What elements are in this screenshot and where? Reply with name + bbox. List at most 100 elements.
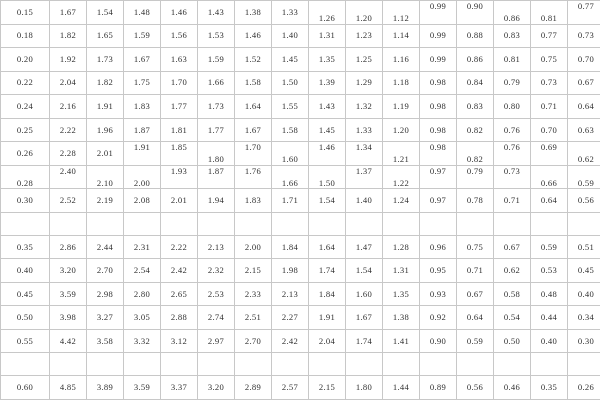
data-cell: 0.51: [567, 234, 600, 260]
data-cell: 2.51: [234, 305, 272, 330]
row-label-cell: 0.30: [0, 188, 50, 213]
data-cell: 0.62: [567, 141, 600, 166]
table-row: 0.20 1.92 1.73 1.67 1.63 1.59 1.52 1.45 1.35 1.25…: [0, 47, 600, 72]
data-cell: 1.74: [345, 328, 383, 354]
table-row: 0.18 1.82 1.65 1.59 1.56 1.53 1.46 1.40 1.31 1.23…: [0, 23, 600, 49]
data-cell: 2.08: [123, 188, 161, 213]
data-cell: 1.16: [382, 47, 420, 72]
data-cell: 1.14: [382, 23, 420, 49]
data-cell: 1.64: [308, 234, 346, 260]
data-cell: 1.31: [308, 23, 346, 49]
data-cell: 0.84: [456, 70, 494, 96]
data-cell: 0.53: [530, 258, 568, 283]
data-cell: 2.16: [49, 94, 87, 119]
data-cell: 0.56: [456, 375, 494, 400]
data-cell: [86, 211, 124, 236]
data-cell: 2.01: [86, 141, 124, 166]
data-cell: 2.65: [160, 281, 198, 307]
data-cell: 1.34: [345, 141, 383, 166]
data-cell: 0.76: [493, 141, 531, 166]
data-cell: 1.54: [308, 188, 346, 213]
data-cell: 0.98: [419, 70, 457, 96]
data-cell: 2.42: [160, 258, 198, 283]
data-cell: [345, 352, 383, 377]
data-cell: 1.80: [197, 141, 235, 166]
data-cell: 0.73: [567, 23, 600, 49]
data-cell: 1.39: [308, 70, 346, 96]
data-cell: 1.23: [345, 23, 383, 49]
table-row: 0.28 2.40 2.10 2.00 1.93 1.87 1.76 1.66 1.50 1.37…: [0, 164, 600, 190]
row-label-cell: 0.15: [0, 0, 50, 25]
data-cell: 1.91: [86, 94, 124, 119]
data-cell: 3.27: [86, 305, 124, 330]
data-cell: [271, 352, 309, 377]
data-cell: 1.29: [345, 70, 383, 96]
data-cell: 2.52: [49, 188, 87, 213]
data-cell: [567, 352, 600, 377]
data-cell: 1.35: [308, 47, 346, 72]
data-cell: 1.33: [345, 117, 383, 143]
data-cell: 4.85: [49, 375, 87, 400]
data-cell: 1.82: [49, 23, 87, 49]
data-cell: 2.01: [160, 188, 198, 213]
data-cell: 2.42: [271, 328, 309, 354]
data-cell: 1.96: [86, 117, 124, 143]
row-label-cell: 0.45: [0, 281, 50, 307]
row-label-cell: 0.25: [0, 117, 50, 143]
data-cell: [456, 211, 494, 236]
data-cell: 1.18: [382, 70, 420, 96]
data-cell: 1.31: [382, 258, 420, 283]
data-cell: 3.20: [49, 258, 87, 283]
data-cell: 2.15: [308, 375, 346, 400]
data-cell: 1.40: [345, 188, 383, 213]
data-cell: 2.13: [197, 234, 235, 260]
data-cell: 0.59: [567, 164, 600, 190]
data-cell: 0.48: [530, 281, 568, 307]
data-cell: 1.66: [271, 164, 309, 190]
data-cell: 0.73: [530, 70, 568, 96]
data-cell: 2.04: [308, 328, 346, 354]
data-cell: [493, 211, 531, 236]
data-cell: 2.28: [49, 141, 87, 166]
data-cell: 3.58: [86, 328, 124, 354]
data-cell: 1.45: [308, 117, 346, 143]
data-cell: 1.48: [123, 0, 161, 25]
data-cell: 0.64: [530, 188, 568, 213]
data-cell: 2.22: [160, 234, 198, 260]
data-cell: 0.40: [530, 328, 568, 354]
data-cell: 0.40: [567, 281, 600, 307]
data-cell: 0.86: [493, 0, 531, 25]
data-cell: [567, 211, 600, 236]
data-cell: [345, 211, 383, 236]
data-cell: [308, 211, 346, 236]
data-cell: 1.58: [271, 117, 309, 143]
data-cell: [419, 352, 457, 377]
data-cell: 0.82: [456, 141, 494, 166]
data-cell: 1.67: [49, 0, 87, 25]
data-cell: 1.32: [345, 94, 383, 119]
data-cell: 1.91: [123, 141, 161, 166]
table-row: 0.15 1.67 1.54 1.48 1.46 1.43 1.38 1.33 1.26 1.20…: [0, 0, 600, 25]
data-cell: 1.70: [234, 141, 272, 166]
data-cell: 1.76: [234, 164, 272, 190]
row-label-cell: 0.28: [0, 164, 50, 190]
table-spacer-row: [0, 211, 600, 236]
data-cell: 1.98: [271, 258, 309, 283]
data-cell: 1.58: [234, 70, 272, 96]
data-cell: 2.33: [234, 281, 272, 307]
data-cell: [493, 352, 531, 377]
data-cell: 0.75: [530, 47, 568, 72]
data-cell: 0.56: [567, 188, 600, 213]
data-cell: 0.71: [456, 258, 494, 283]
row-label-cell: 0.24: [0, 94, 50, 119]
data-cell: 0.83: [456, 94, 494, 119]
table-row: 0.60 4.85 3.89 3.59 3.37 3.20 2.89 2.57 2.15 1.80…: [0, 375, 600, 400]
data-cell: 1.71: [271, 188, 309, 213]
data-cell: 1.46: [308, 141, 346, 166]
data-cell: 1.50: [271, 70, 309, 96]
data-cell: 3.59: [49, 281, 87, 307]
data-cell: [160, 352, 198, 377]
data-cell: [123, 211, 161, 236]
data-cell: 0.88: [456, 23, 494, 49]
